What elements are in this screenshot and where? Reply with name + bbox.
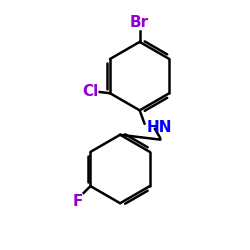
Text: F: F xyxy=(72,194,83,209)
Text: Cl: Cl xyxy=(82,84,98,100)
Text: HN: HN xyxy=(147,120,172,135)
Text: Br: Br xyxy=(130,15,149,30)
